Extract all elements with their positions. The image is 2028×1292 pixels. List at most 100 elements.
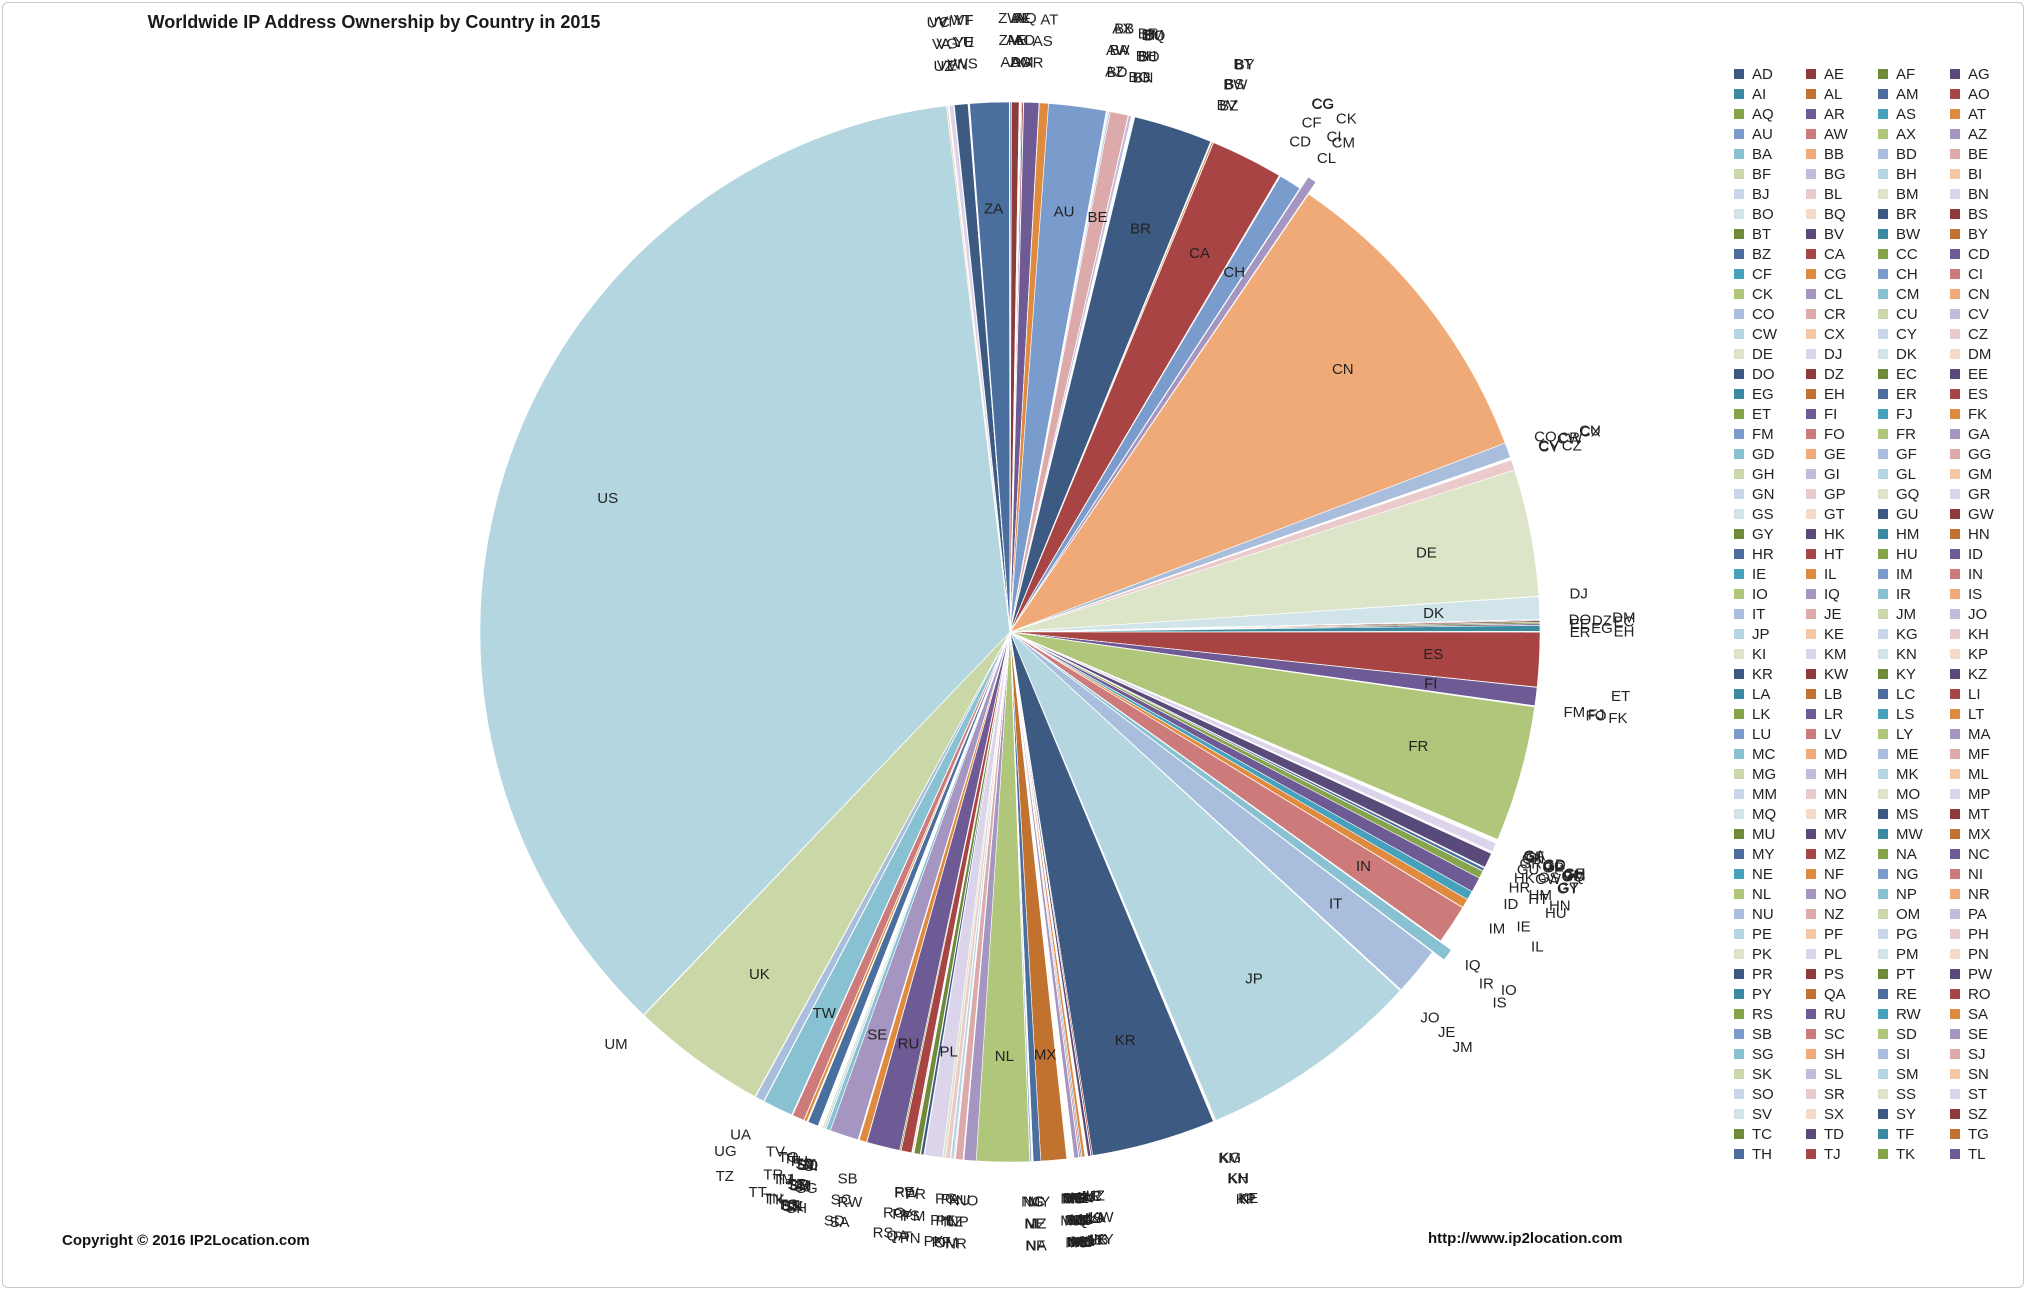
legend-swatch <box>1950 429 1960 439</box>
legend-label: BQ <box>1824 205 1846 223</box>
slice-label-de: DE <box>1416 544 1437 561</box>
legend-swatch <box>1806 129 1816 139</box>
legend-label: BW <box>1896 225 1921 243</box>
legend-label: PF <box>1824 925 1844 943</box>
legend-label: ES <box>1968 385 1989 403</box>
legend-label: AZ <box>1968 125 1988 143</box>
legend-item-sd: SD <box>1878 1024 1950 1044</box>
slice-label-ml: ML <box>1070 1234 1091 1251</box>
slice-label-bq: BQ <box>1144 27 1166 44</box>
slice-label-km: KM <box>1218 1150 1241 1167</box>
legend-swatch <box>1806 489 1816 499</box>
legend-swatch <box>1806 349 1816 359</box>
slice-label-me: ME <box>1067 1190 1090 1207</box>
slice-label-es: ES <box>1423 646 1443 663</box>
slice-label-ye: YE <box>954 34 974 51</box>
slice-label-ir: IR <box>1479 976 1494 993</box>
legend-item-lr: LR <box>1806 704 1878 724</box>
legend-swatch <box>1806 909 1816 919</box>
slice-label-cl: CL <box>1317 150 1336 167</box>
legend-swatch <box>1878 889 1888 899</box>
slice-label-vn: VN <box>947 56 968 73</box>
slice-label-ci: CI <box>1327 129 1342 146</box>
legend-label: BT <box>1752 225 1772 243</box>
legend-label: HM <box>1896 525 1920 543</box>
legend-swatch <box>1806 649 1816 659</box>
slice-label-kw: KW <box>1089 1209 1114 1226</box>
legend-swatch <box>1734 809 1744 819</box>
slice-label-ge: GE <box>1564 866 1586 883</box>
legend-item-la: LA <box>1734 684 1806 704</box>
slice-label-kh: KH <box>1228 1170 1249 1187</box>
legend-swatch <box>1950 889 1960 899</box>
legend-item-ga: GA <box>1950 424 2022 444</box>
legend-swatch <box>1734 509 1744 519</box>
legend-label: FJ <box>1896 405 1913 423</box>
legend-label: CO <box>1752 305 1775 323</box>
legend-item-bq: BQ <box>1806 204 1878 224</box>
legend-item-mo: MO <box>1878 784 1950 804</box>
legend-label: CF <box>1752 265 1772 283</box>
legend-label: BJ <box>1752 185 1770 203</box>
legend-item-ax: AX <box>1878 124 1950 144</box>
legend-label: NZ <box>1824 905 1844 923</box>
legend-swatch <box>1878 429 1888 439</box>
slice-label-cn: CN <box>1332 361 1354 378</box>
slice-label-mp: MP <box>1063 1190 1086 1207</box>
legend-item-qa: QA <box>1806 984 1878 1004</box>
slice-label-ba: BA <box>1109 42 1129 59</box>
legend-label: MZ <box>1824 845 1846 863</box>
legend-item-ir: IR <box>1878 584 1950 604</box>
legend-label: EH <box>1824 385 1845 403</box>
legend-swatch <box>1950 689 1960 699</box>
legend-label: NP <box>1896 885 1917 903</box>
legend-label: CH <box>1896 265 1918 283</box>
legend-swatch <box>1734 769 1744 779</box>
legend-label: GG <box>1968 445 1992 463</box>
legend-label: CV <box>1968 305 1989 323</box>
slice-label-ne: NE <box>1024 1216 1045 1233</box>
legend-item-nu: NU <box>1734 904 1806 924</box>
slice-label-bd: BD <box>1107 64 1128 81</box>
legend-item-sa: SA <box>1950 1004 2022 1024</box>
slice-label-tf: TF <box>787 1176 805 1193</box>
legend-swatch <box>1950 749 1960 759</box>
legend-label: TJ <box>1824 1145 1841 1163</box>
slice-label-vg: VG <box>936 35 958 52</box>
legend-swatch <box>1878 469 1888 479</box>
legend-item-gh: GH <box>1734 464 1806 484</box>
legend-label: AQ <box>1752 105 1774 123</box>
legend-item-gg: GG <box>1950 444 2022 464</box>
slice-label-gs: GS <box>1538 870 1560 887</box>
legend-item-bt: BT <box>1734 224 1806 244</box>
legend-item-mn: MN <box>1806 784 1878 804</box>
legend-swatch <box>1878 669 1888 679</box>
slice-label-vc: VC <box>929 14 950 31</box>
slice-label-nc: NC <box>1023 1194 1045 1211</box>
slice-label-bz: BZ <box>1219 98 1238 115</box>
slice-cl <box>1017 176 1317 621</box>
legend-item-im: IM <box>1878 564 1950 584</box>
legend-label: DM <box>1968 345 1992 363</box>
legend-item-pg: PG <box>1878 924 1950 944</box>
legend-item-cv: CV <box>1950 304 2022 324</box>
legend-item-om: OM <box>1878 904 1950 924</box>
legend-label: CY <box>1896 325 1917 343</box>
legend-label: AO <box>1968 85 1990 103</box>
slice-label-np: NP <box>948 1214 969 1231</box>
legend-item-lu: LU <box>1734 724 1806 744</box>
slice-label-pf: PF <box>932 1234 951 1251</box>
legend-swatch <box>1806 889 1816 899</box>
slice-label-bi: BI <box>1145 27 1159 44</box>
legend-item-nf: NF <box>1806 864 1878 884</box>
legend-label: SX <box>1824 1105 1845 1123</box>
legend-swatch <box>1878 769 1888 779</box>
legend-label: PL <box>1824 945 1843 963</box>
slice-label-my: MY <box>1028 1193 1051 1210</box>
legend-item-se: SE <box>1950 1024 2022 1044</box>
legend-swatch <box>1878 849 1888 859</box>
legend-item-ch: CH <box>1878 264 1950 284</box>
legend-swatch <box>1950 589 1960 599</box>
legend-item-br: BR <box>1878 204 1950 224</box>
legend-swatch <box>1806 449 1816 459</box>
